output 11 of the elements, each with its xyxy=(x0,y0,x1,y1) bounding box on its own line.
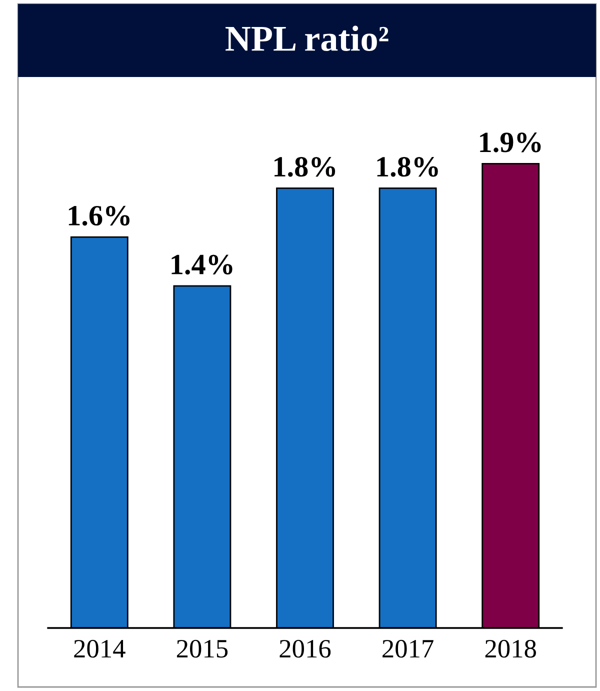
x-tick-label: 2016 xyxy=(280,640,331,658)
data-label: 1.9% xyxy=(480,132,541,152)
data-label: 1.6% xyxy=(68,206,130,226)
x-tick-label: 2015 xyxy=(176,640,228,658)
chart-title: NPL ratio² xyxy=(226,26,388,52)
data-label: 1.4% xyxy=(172,254,232,275)
data-label: 1.8% xyxy=(377,156,438,177)
data-label: 1.8% xyxy=(274,156,336,177)
x-tick-label: 2017 xyxy=(382,640,434,658)
x-tick-label: 2018 xyxy=(485,640,536,658)
x-tick-label: 2014 xyxy=(74,640,126,658)
